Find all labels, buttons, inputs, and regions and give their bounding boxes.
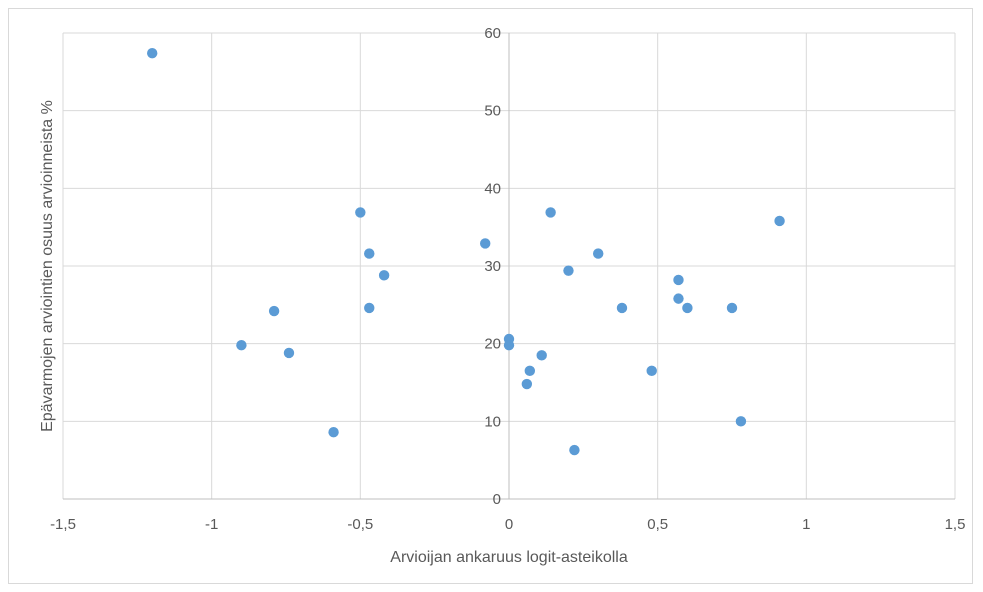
data-point xyxy=(378,270,390,281)
data-point xyxy=(545,207,556,218)
data-point xyxy=(521,378,533,390)
data-point xyxy=(524,365,536,377)
x-tick-label: 0,5 xyxy=(647,516,668,533)
data-point xyxy=(569,444,580,456)
x-tick-label: -0,5 xyxy=(347,516,373,533)
data-point xyxy=(774,215,785,227)
x-tick-label: -1 xyxy=(205,516,218,533)
x-tick-label: 1 xyxy=(802,516,810,533)
data-point xyxy=(480,238,491,249)
data-point xyxy=(328,427,339,438)
data-point xyxy=(673,274,684,286)
data-point xyxy=(364,248,375,259)
y-tick-label: 20 xyxy=(484,336,501,353)
data-point xyxy=(283,347,295,359)
data-point xyxy=(236,340,247,351)
x-tick-label: 1,5 xyxy=(945,516,966,533)
data-point xyxy=(563,265,574,276)
chart-frame xyxy=(8,8,973,584)
data-point xyxy=(536,350,547,361)
data-point xyxy=(364,302,375,314)
y-tick-label: 40 xyxy=(484,180,501,197)
data-point xyxy=(268,305,280,317)
data-point xyxy=(646,365,657,377)
x-tick-label: -1,5 xyxy=(50,516,76,533)
data-point xyxy=(616,302,628,314)
data-point xyxy=(673,293,684,304)
x-axis-title: Arvioijan ankaruus logit-asteikolla xyxy=(390,549,628,566)
y-tick-label: 10 xyxy=(484,413,501,430)
data-point xyxy=(593,248,604,259)
data-point xyxy=(682,302,693,314)
y-tick-label: 30 xyxy=(484,258,501,275)
y-tick-label: 50 xyxy=(484,103,501,120)
x-tick-label: 0 xyxy=(505,516,513,533)
data-point xyxy=(735,416,747,427)
y-tick-label: 0 xyxy=(493,491,501,508)
y-axis-title: Epävarmojen arviointien osuus arvioinnei… xyxy=(39,100,56,432)
data-point xyxy=(726,302,738,314)
data-point xyxy=(355,207,366,218)
data-point xyxy=(147,47,158,59)
y-tick-label: 60 xyxy=(484,25,501,42)
data-point xyxy=(503,340,515,351)
